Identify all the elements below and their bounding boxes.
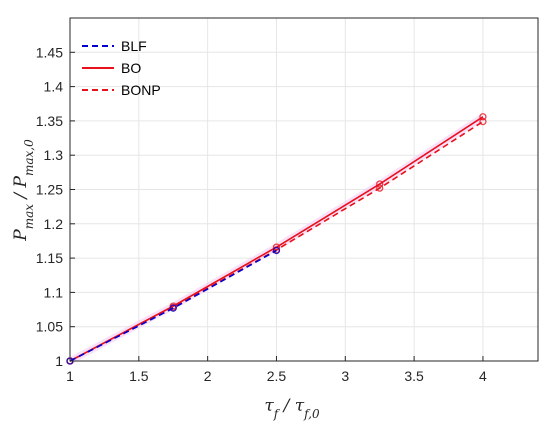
y-tick-label: 1.45: [36, 44, 63, 60]
series-line-blf: [69, 249, 277, 362]
x-tick-label: 3: [341, 368, 349, 384]
series-point-blf: [272, 246, 281, 255]
y-tick-label: 1.25: [36, 182, 63, 198]
x-tick-label: 1: [66, 368, 74, 384]
x-tick-labels: 1 1.5 2 2.5 3 3.5 4: [66, 368, 487, 384]
y-tick-label: 1: [55, 353, 63, 369]
y-tick-label: 1.05: [36, 319, 63, 335]
series-point-bonp: [376, 184, 384, 192]
x-tick-label: 2: [204, 368, 212, 384]
x-tick-label: 1.5: [129, 368, 149, 384]
y-tick-label: 1.2: [44, 216, 64, 232]
x-tick-label: 3.5: [404, 368, 424, 384]
legend-label-bo: BO: [121, 60, 141, 76]
y-tick-label: 1.35: [36, 113, 63, 129]
y-tick-label: 1.15: [36, 250, 63, 266]
series-point-bo: [376, 180, 384, 188]
x-axis-label: τf / τf,0: [264, 396, 320, 421]
series-point-bo: [479, 113, 487, 121]
plot-series: [66, 113, 487, 365]
grid-lines: [69, 18, 538, 362]
legend-label-blf: BLF: [121, 38, 147, 54]
legend: BLF BO BONP: [82, 38, 161, 98]
y-tick-labels: 1 1.05 1.1 1.15 1.2 1.25 1.3 1.35 1.4 1.45: [36, 44, 63, 369]
y-axis-label: Pmax / Pmax,0: [11, 139, 36, 242]
y-tick-label: 1.4: [44, 79, 64, 95]
plot-area-border: [69, 17, 539, 362]
legend-label-bonp: BONP: [121, 82, 161, 98]
x-tick-label: 4: [479, 368, 487, 384]
x-tick-label: 2.5: [267, 368, 287, 384]
series-point-bonp: [479, 117, 487, 126]
y-tick-label: 1.3: [44, 147, 64, 163]
series-point-bo: [272, 243, 281, 251]
y-tick-label: 1.1: [44, 284, 64, 300]
series-point-blf: [169, 304, 177, 312]
